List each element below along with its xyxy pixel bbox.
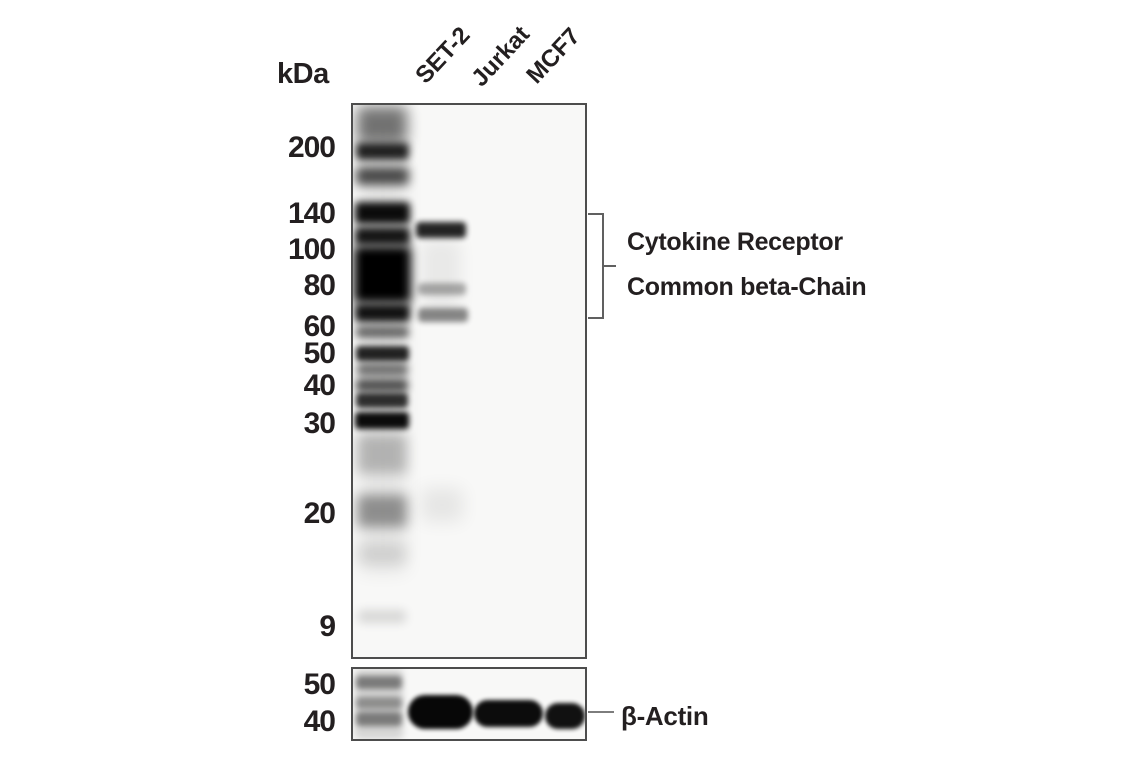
sample-lane-set2 — [413, 105, 471, 657]
blot-band — [418, 283, 466, 295]
blot-band — [357, 363, 408, 376]
blot-band — [356, 393, 408, 408]
mw-marker-40: 40 — [303, 705, 336, 738]
blot-band — [356, 379, 408, 392]
bracket-tick — [604, 265, 616, 267]
blot-band — [357, 435, 407, 473]
sample-lanes-lower — [353, 669, 585, 739]
mw-marker-50: 50 — [303, 668, 336, 701]
blot-band — [356, 326, 409, 338]
blot-band — [355, 202, 410, 224]
mw-marker-140: 140 — [287, 197, 336, 230]
mw-marker-200: 200 — [287, 131, 336, 164]
lane-label-jurkat: Jurkat — [466, 20, 536, 92]
mw-marker-40: 40 — [303, 369, 336, 402]
mw-marker-9: 9 — [319, 610, 336, 643]
blot-band — [356, 676, 402, 689]
blot-band — [421, 488, 463, 522]
actin-tick-line — [588, 711, 614, 713]
blot-band — [357, 107, 407, 143]
blot-band — [416, 222, 466, 238]
mw-marker-30: 30 — [303, 407, 336, 440]
blot-band — [356, 143, 409, 160]
blot-band — [408, 695, 473, 729]
bracket-annotation — [588, 213, 604, 319]
blot-band — [354, 246, 411, 303]
blot-band — [474, 700, 543, 727]
loading-control-panel — [351, 667, 587, 741]
blot-band — [356, 167, 409, 185]
ladder-lane-lower — [355, 669, 405, 739]
mw-marker-20: 20 — [303, 497, 336, 530]
blot-band — [355, 412, 409, 429]
loading-control-label: β-Actin — [621, 701, 709, 731]
main-blot-panel — [351, 103, 587, 659]
blot-band — [356, 346, 409, 361]
mw-marker-100: 100 — [287, 233, 336, 266]
target-protein-label-line1: Cytokine Receptor — [627, 228, 843, 256]
lane-label-mcf7: MCF7 — [521, 22, 586, 90]
blot-band — [358, 610, 406, 623]
mw-marker-80: 80 — [303, 269, 336, 302]
blot-band — [355, 304, 410, 322]
mw-marker-60: 60 — [303, 310, 336, 343]
lane-label-set2: SET-2 — [410, 21, 476, 89]
blot-band — [355, 669, 403, 739]
kda-unit-label: kDa — [277, 58, 329, 90]
target-protein-label-line2: Common beta-Chain — [627, 273, 867, 301]
blot-band — [355, 227, 410, 245]
blot-band — [545, 703, 585, 729]
ladder-lane-main — [354, 105, 411, 657]
blot-band — [356, 697, 402, 709]
blot-band — [418, 308, 468, 322]
mw-marker-50: 50 — [303, 337, 336, 370]
blot-band — [356, 712, 402, 726]
blot-band — [357, 495, 407, 527]
blot-band — [358, 545, 406, 563]
blot-band — [421, 240, 461, 312]
